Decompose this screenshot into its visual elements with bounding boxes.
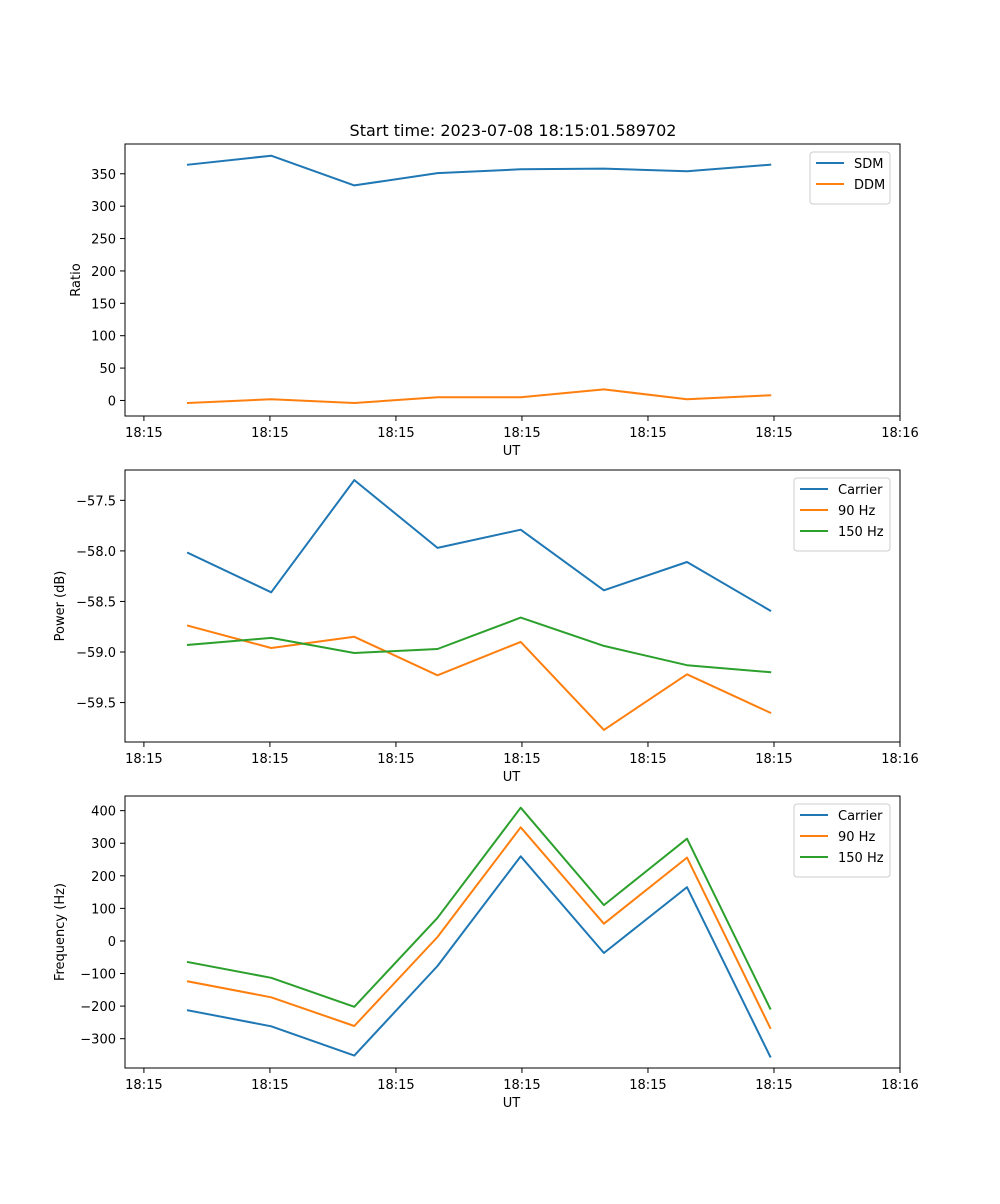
legend-label-carrier: Carrier: [838, 483, 883, 498]
legend-label-sdm: SDM: [854, 157, 883, 172]
x-tick-label: 18:16: [881, 426, 918, 441]
x-axis-label: UT: [503, 1096, 521, 1111]
x-tick-label: 18:15: [251, 1078, 288, 1093]
plot-area-frame: [124, 143, 901, 417]
y-tick-label: 200: [91, 265, 116, 280]
power-chart: 18:15 18:15 18:15 18:15 18:15 18:15 18:16 −57.5…: [53, 469, 919, 785]
y-tick-label: 300: [91, 200, 116, 215]
y-tick-label: 100: [91, 902, 116, 917]
y-tick-label: 350: [91, 168, 116, 183]
y-tick-label: −59.0: [76, 646, 116, 661]
y-tick-label: 200: [91, 870, 116, 885]
legend-label-150-hz: 150 Hz: [838, 525, 884, 540]
y-tick-label: −59.5: [76, 697, 116, 712]
legend-box: [809, 151, 891, 205]
legend: SDM DDM: [809, 151, 891, 205]
x-tick-label: 18:15: [629, 1078, 666, 1093]
x-tick-label: 18:15: [377, 752, 414, 767]
series-line-90-hz: [186, 624, 772, 731]
plot-area-frame: [124, 469, 901, 743]
x-tick-label: 18:15: [629, 752, 666, 767]
y-tick-label: 250: [91, 233, 116, 248]
chart-panels: 18:15 18:15 18:15 18:15 18:15 18:15 18:16 0 50 10…: [53, 143, 919, 1111]
x-tick-label: 18:15: [503, 752, 540, 767]
figure-title: Start time: 2023-07-08 18:15:01.589702: [350, 121, 677, 140]
legend-box: [793, 477, 891, 552]
x-tick-label: 18:15: [755, 752, 792, 767]
y-tick-label: −57.5: [76, 494, 116, 509]
x-tick-label: 18:16: [881, 1078, 918, 1093]
x-tick-label: 18:15: [377, 1078, 414, 1093]
y-tick-label: −58.0: [76, 545, 116, 560]
ratio-chart: 18:15 18:15 18:15 18:15 18:15 18:15 18:16 0 50 10…: [69, 143, 919, 459]
y-tick-label: −300: [80, 1033, 116, 1048]
x-tick-label: 18:16: [881, 752, 918, 767]
x-tick-label: 18:15: [503, 426, 540, 441]
x-tick-label: 18:15: [251, 752, 288, 767]
y-tick-label: 150: [91, 297, 116, 312]
x-tick-label: 18:15: [377, 426, 414, 441]
series-line-150-hz: [186, 616, 772, 674]
y-tick-label: 0: [108, 935, 116, 950]
legend-label-90-hz: 90 Hz: [838, 830, 875, 845]
series-line-150-hz: [186, 806, 772, 1011]
y-tick-label: 400: [91, 805, 116, 820]
series-line-carrier: [186, 479, 772, 612]
y-axis-label: Power (dB): [53, 571, 68, 642]
plot-area-frame: [124, 795, 901, 1069]
y-tick-label: −200: [80, 1000, 116, 1015]
frequency-chart: 18:15 18:15 18:15 18:15 18:15 18:15 18:16 400 30…: [53, 795, 919, 1111]
legend: Carrier 90 Hz 150 Hz: [793, 803, 891, 878]
x-axis-label: UT: [503, 770, 521, 785]
x-tick-label: 18:15: [125, 1078, 162, 1093]
y-axis-label: Frequency (Hz): [53, 883, 68, 981]
y-tick-label: −58.5: [76, 595, 116, 610]
x-tick-label: 18:15: [755, 1078, 792, 1093]
y-tick-label: −100: [80, 968, 116, 983]
x-tick-label: 18:15: [125, 426, 162, 441]
x-tick-label: 18:15: [251, 426, 288, 441]
series-line-carrier: [186, 855, 772, 1058]
y-axis-label: Ratio: [69, 263, 84, 296]
legend-label-150-hz: 150 Hz: [838, 851, 884, 866]
x-tick-label: 18:15: [629, 426, 666, 441]
legend: Carrier 90 Hz 150 Hz: [793, 477, 891, 552]
series-line-sdm: [186, 154, 772, 187]
y-tick-label: 0: [108, 394, 116, 409]
x-tick-label: 18:15: [125, 752, 162, 767]
x-tick-label: 18:15: [503, 1078, 540, 1093]
legend-label-ddm: DDM: [854, 178, 885, 193]
legend-label-carrier: Carrier: [838, 809, 883, 824]
legend-box: [793, 803, 891, 878]
series-line-ddm: [186, 388, 772, 405]
x-tick-label: 18:15: [755, 426, 792, 441]
x-axis-label: UT: [503, 444, 521, 459]
legend-label-90-hz: 90 Hz: [838, 504, 875, 519]
y-tick-label: 100: [91, 330, 116, 345]
series-line-90-hz: [186, 826, 772, 1030]
y-tick-label: 50: [99, 362, 116, 377]
y-tick-label: 300: [91, 837, 116, 852]
